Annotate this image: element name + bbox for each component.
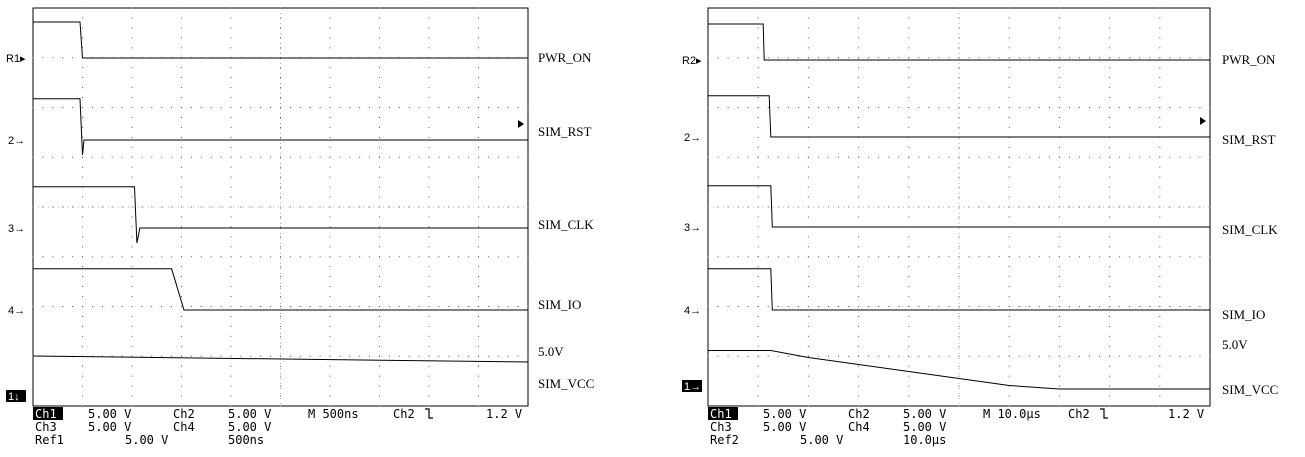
signal-label-sim-io: SIM_IO (538, 297, 581, 312)
trace-pwr-on (708, 23, 1210, 61)
trigger-level: 1.2 V (1168, 407, 1204, 421)
ch2-scale: 5.00 V (228, 407, 271, 421)
ch4-scale: 5.00 V (903, 420, 946, 434)
channel-1-marker-bg (682, 380, 702, 392)
channel-1-marker-bg (6, 390, 26, 402)
signal-label-sim-clk: SIM_CLK (1222, 222, 1278, 237)
traces (32, 21, 529, 363)
trace-sim-clk (33, 186, 528, 244)
ch3-scale: 5.00 V (88, 420, 131, 434)
channel-1-ground-marker: 1↓ (8, 391, 20, 403)
ch1-scale: 5.00 V (88, 407, 131, 421)
ch4-scale: 5.00 V (228, 420, 271, 434)
trace-pwr-on (33, 21, 528, 59)
ref-name: Ref2 (710, 433, 739, 447)
ch4-name: Ch4 (848, 420, 870, 434)
signal-label-5-0v: 5.0V (1222, 337, 1248, 352)
ref-scale: 5.00 V (800, 433, 843, 447)
ch3-name: Ch3 (35, 420, 57, 434)
channel-2-ground-marker: 2→ (8, 135, 25, 147)
channel-3-ground-marker: 3→ (684, 222, 701, 234)
ref-scale: 5.00 V (125, 433, 168, 447)
signal-label-sim-rst: SIM_RST (538, 124, 592, 139)
trigger-level-arrow-icon (518, 120, 524, 128)
falling-edge-icon (1100, 408, 1108, 419)
ref-name: Ref1 (35, 433, 64, 447)
signal-label-sim-rst: SIM_RST (1222, 132, 1276, 147)
traces (708, 23, 1210, 390)
graticule (32, 7, 529, 407)
channel-2-ground-marker: 2→ (684, 132, 701, 144)
ch1-name: Ch1 (35, 407, 57, 421)
trigger-channel: Ch2 (393, 407, 415, 421)
signal-label-sim-io: SIM_IO (1222, 307, 1265, 322)
trigger-channel: Ch2 (1068, 407, 1090, 421)
graticule (707, 7, 1211, 407)
ref-marker: R1▸ (6, 53, 26, 65)
ch4-name: Ch4 (173, 420, 195, 434)
trace-sim-io (33, 268, 528, 311)
ch3-name: Ch3 (710, 420, 732, 434)
timebase: M 500ns (308, 407, 359, 421)
trace-sim-io (708, 268, 1210, 311)
trigger-level: 1.2 V (486, 407, 522, 421)
trace-sim-rst (33, 98, 528, 156)
ch1-scale: 5.00 V (763, 407, 806, 421)
scope-panel-1: PWR_ON SIM_RST SIM_CLK SIM_IO 5.0V SIM_VCC R1▸… (6, 7, 594, 447)
signal-label-5-0v: 5.0V (538, 344, 564, 359)
signal-label-sim-vcc: SIM_VCC (1222, 382, 1278, 397)
channel-4-ground-marker: 4→ (684, 305, 701, 317)
signal-label-sim-vcc: SIM_VCC (538, 376, 594, 391)
ch1-name: Ch1 (710, 407, 732, 421)
channel-1-ground-marker: 1→ (684, 381, 701, 393)
ch3-scale: 5.00 V (763, 420, 806, 434)
falling-edge-icon (425, 408, 433, 419)
ref-marker: R2▸ (682, 55, 702, 67)
signal-label-pwr-on: PWR_ON (1222, 52, 1276, 67)
ch2-name: Ch2 (173, 407, 195, 421)
trigger-level-arrow-icon (1200, 117, 1206, 125)
signal-label-pwr-on: PWR_ON (538, 50, 592, 65)
trace-sim-clk (708, 185, 1210, 228)
channel-4-ground-marker: 4→ (8, 305, 25, 317)
ch2-scale: 5.00 V (903, 407, 946, 421)
ref-time: 500ns (228, 433, 264, 447)
ch1-readout-highlight (33, 407, 63, 420)
channel-3-ground-marker: 3→ (8, 223, 25, 235)
trace-sim-rst (708, 95, 1210, 138)
trace-sim-vcc (32, 355, 529, 363)
scope-panel-2: PWR_ON SIM_RST SIM_CLK SIM_IO 5.0V SIM_VCC R2▸… (682, 7, 1278, 447)
trace-sim-vcc (708, 350, 1210, 390)
ref-time: 10.0μs (903, 433, 946, 447)
timebase: M 10.0μs (983, 407, 1041, 421)
ch2-name: Ch2 (848, 407, 870, 421)
signal-label-sim-clk: SIM_CLK (538, 217, 594, 232)
ch1-readout-highlight (708, 407, 738, 420)
